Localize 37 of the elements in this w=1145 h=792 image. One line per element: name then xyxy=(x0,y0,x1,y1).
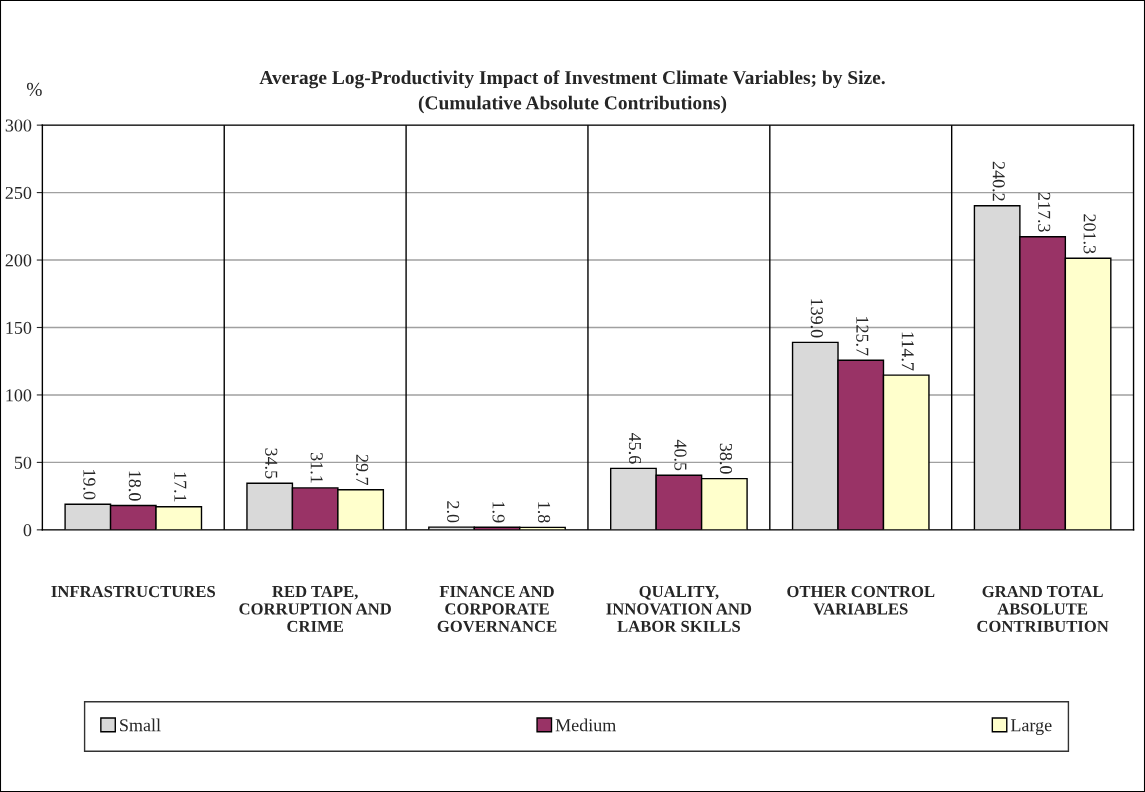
y-tick-label: 300 xyxy=(5,119,32,132)
y-tick-label: 50 xyxy=(14,456,32,469)
data-label: 1.9 xyxy=(492,502,505,523)
legend-label: Small xyxy=(120,718,161,732)
data-label: 125.7 xyxy=(856,317,869,356)
data-label: 19.0 xyxy=(83,470,96,500)
data-label: 45.6 xyxy=(628,432,642,464)
data-label: 1.8 xyxy=(537,502,551,523)
data-label: 17.1 xyxy=(174,472,187,502)
legend-label: Large xyxy=(1010,719,1052,736)
y-tick-label: 250 xyxy=(5,186,32,200)
data-label: 38.0 xyxy=(719,443,733,474)
chart-subtitle: (Cumulative Absolute Contributions) xyxy=(418,95,727,114)
x-tick-label: RED TAPE, CORRUPTION AND CRIME xyxy=(239,585,391,632)
y-tick-label: 100 xyxy=(6,389,32,402)
data-label: 31.1 xyxy=(310,452,323,483)
data-label: 29.7 xyxy=(356,454,369,486)
data-label: 114.7 xyxy=(901,332,914,371)
y-axis-title: % xyxy=(26,82,42,97)
x-tick-label: FINANCE AND CORPORATE GOVERNANCE xyxy=(437,585,557,633)
data-label: 34.5 xyxy=(265,448,278,479)
data-label: 18.0 xyxy=(128,471,141,501)
chart-title: Average Log-Productivity Impact of Investment Climate Variables; by Size. xyxy=(259,70,885,89)
x-tick-label: QUALITY, INNOVATION AND LABOR SKILLS xyxy=(606,585,752,632)
data-label: 240.2 xyxy=(992,161,1005,201)
x-tick-label: GRAND TOTAL ABSOLUTE CONTRIBUTION xyxy=(977,585,1109,632)
y-tick-label: 200 xyxy=(5,254,32,267)
x-tick-label: OTHER CONTROL VARIABLES xyxy=(787,585,935,615)
data-label: 201.3 xyxy=(1083,214,1096,254)
y-tick-label: 150 xyxy=(6,321,32,334)
legend-label: Medium xyxy=(555,718,617,732)
data-label: 40.5 xyxy=(674,439,687,471)
data-label: 217.3 xyxy=(1038,192,1051,232)
data-label: 2.0 xyxy=(446,501,460,523)
y-tick-label: 0 xyxy=(23,524,32,537)
data-label: 139.0 xyxy=(810,299,823,338)
x-tick-label: INFRASTRUCTURES xyxy=(51,585,216,598)
